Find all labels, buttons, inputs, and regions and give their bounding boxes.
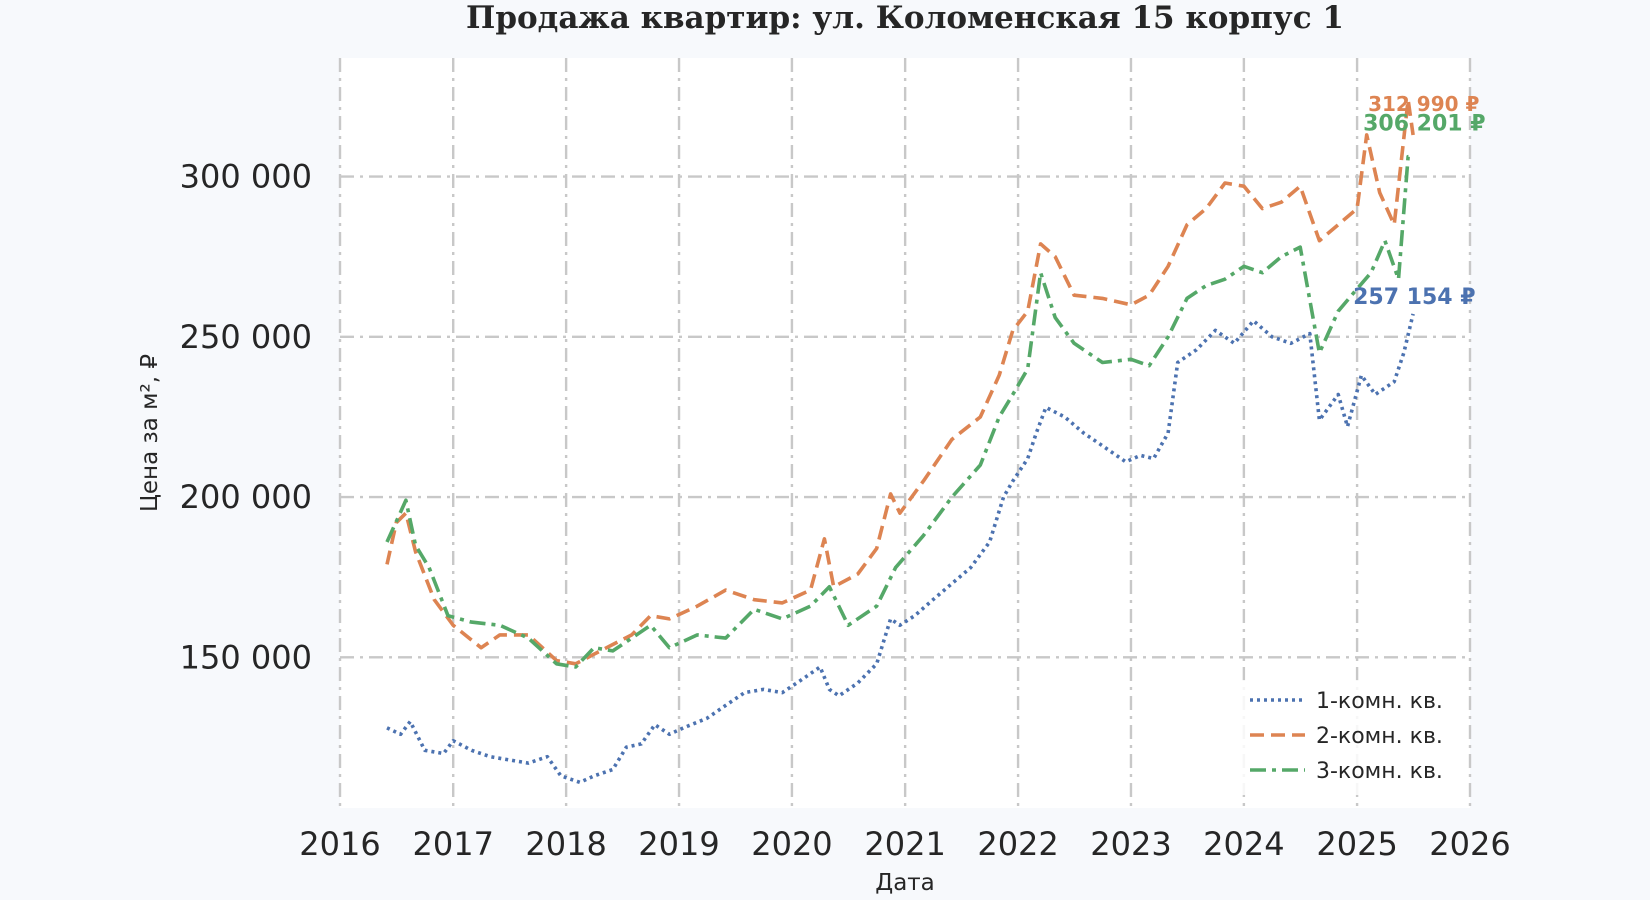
x-tick-label: 2025 [1316, 825, 1397, 863]
series-line-1 [386, 313, 1415, 785]
x-tick-label: 2023 [1090, 825, 1171, 863]
legend-label-3: 3-комн. кв. [1316, 759, 1443, 784]
y-tick-label: 150 000 [180, 638, 312, 676]
x-axis-label: Дата [875, 870, 935, 896]
x-tick-label: 2022 [977, 825, 1058, 863]
x-tick-label: 2024 [1203, 825, 1284, 863]
legend-label-2: 2-комн. кв. [1316, 724, 1443, 749]
end-value-label-1: 257 154 ₽ [1353, 285, 1475, 310]
y-axis-label: Цена за м², ₽ [137, 354, 163, 512]
tick-labels: 2016 2017 2018 2019 2020 2021 2022 2023 2024 2025… [180, 158, 1511, 863]
legend-label-1: 1-комн. кв. [1316, 689, 1443, 714]
end-value-label-2: 312 990 ₽ [1368, 92, 1479, 116]
x-tick-label: 2018 [525, 825, 606, 863]
end-labels: 257 154 ₽ 312 990 ₽306 201 ₽ [1353, 92, 1485, 310]
x-tick-label: 2021 [864, 825, 945, 863]
series-layer [385, 97, 1415, 785]
legend: 1-комн. кв. 2-комн. кв. 3-комн. кв. [1235, 680, 1460, 795]
series-line-3 [385, 154, 1414, 669]
grid [338, 58, 1472, 808]
x-tick-label: 2017 [412, 825, 493, 863]
series-line-2 [385, 97, 1415, 666]
y-tick-label: 300 000 [180, 158, 312, 196]
y-tick-label: 200 000 [180, 478, 312, 516]
x-tick-label: 2016 [299, 825, 380, 863]
end-value-label-3: 306 201 ₽ [1363, 112, 1485, 137]
x-tick-label: 2020 [751, 825, 832, 863]
x-tick-label: 2019 [638, 825, 719, 863]
y-tick-label: 250 000 [180, 318, 312, 356]
x-tick-label: 2026 [1429, 825, 1510, 863]
chart-title: Продажа квартир: ул. Коломенская 15 корп… [466, 0, 1344, 36]
